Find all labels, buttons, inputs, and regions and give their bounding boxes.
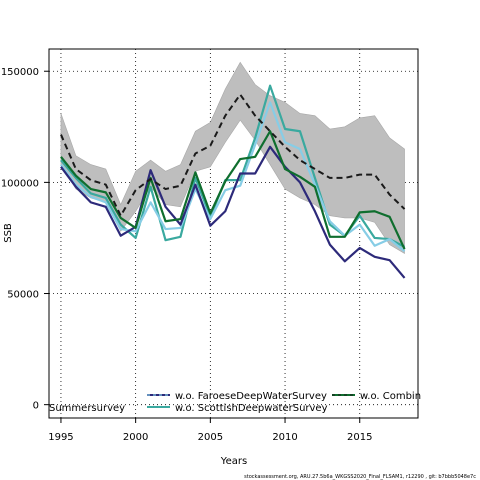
- legend: w.o. FaroeseDeepWaterSurvey w.o. Scottis…: [49, 391, 421, 414]
- y-axis-title: SSB: [3, 223, 14, 243]
- footer-credit: stockassessment.org, ARU.27.5b6a_WKGSS20…: [244, 474, 476, 480]
- plot-frame: [48, 48, 419, 419]
- legend-label-combin: w.o. Combin: [360, 391, 421, 402]
- x-tick-label: 2015: [347, 432, 372, 443]
- x-axis: 1995 2000 2005 2010 2015: [48, 418, 372, 443]
- x-tick-label: 2000: [123, 432, 148, 443]
- x-tick-label: 2005: [198, 432, 223, 443]
- series-line-mean: [60, 93, 406, 217]
- series-layer: [60, 84, 406, 279]
- y-tick-label: 50000: [7, 290, 39, 301]
- grid-lines: [49, 49, 418, 418]
- y-tick-label: 150000: [1, 67, 39, 78]
- legend-label-summersurvey: Summersurvey: [49, 403, 125, 414]
- y-tick-label: 100000: [1, 178, 39, 189]
- x-axis-title: Years: [220, 456, 247, 467]
- legend-label-scottish: w.o. ScottishDeepwaterSurvey: [175, 403, 328, 414]
- y-tick-label: 0: [33, 401, 39, 412]
- x-tick-label: 1995: [48, 432, 73, 443]
- legend-label-faroese: w.o. FaroeseDeepWaterSurvey: [175, 391, 327, 402]
- plot-area: [60, 61, 406, 279]
- x-tick-label: 2010: [272, 432, 297, 443]
- series-line-faroese: [60, 145, 406, 279]
- series-line-combin: [60, 130, 406, 250]
- y-axis: 0 50000 100000 150000: [1, 67, 49, 412]
